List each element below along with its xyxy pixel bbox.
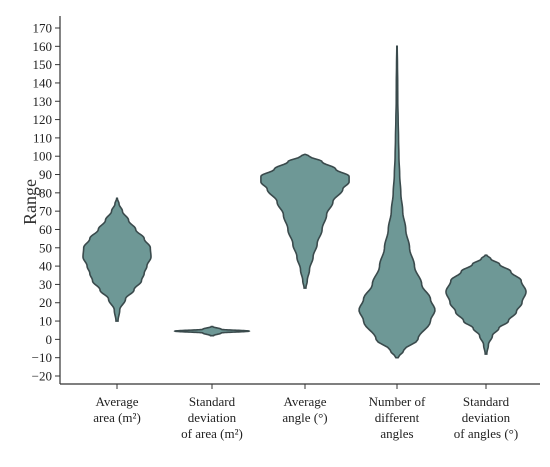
- y-axis: −20 −10 0 10 20 30 40 50 60 70 80 90 100 110 120 130 140…: [32, 16, 61, 384]
- y-tick-label: 140: [33, 75, 53, 90]
- y-tick-label: 170: [33, 21, 53, 36]
- y-tick-label: 20: [39, 295, 52, 310]
- y-tick-label: 120: [33, 112, 53, 127]
- violin-2: [173, 325, 251, 337]
- violins: [82, 45, 527, 359]
- violin-3: [260, 153, 350, 289]
- violin-1: [82, 197, 152, 322]
- y-tick-label: 60: [39, 222, 52, 237]
- y-tick-label: 110: [33, 130, 52, 145]
- y-tick-label: 100: [33, 149, 53, 164]
- x-tick-label: Number of different angles: [369, 394, 426, 441]
- y-tick-label: 40: [39, 259, 52, 274]
- y-tick-label: 90: [39, 167, 52, 182]
- y-tick-label: 0: [46, 332, 53, 347]
- x-tick-label: Standard deviation of area (m²): [181, 394, 243, 441]
- y-tick-label: 160: [33, 39, 53, 54]
- y-tick-label: −10: [32, 350, 52, 365]
- y-tick-label: 30: [39, 277, 52, 292]
- y-axis-title: Range: [20, 179, 40, 225]
- y-tick-label: 10: [39, 314, 52, 329]
- y-tick-label: 80: [39, 185, 52, 200]
- x-tick-label: Standard deviation of angles (°): [454, 394, 518, 441]
- x-tick-label: Average angle (°): [282, 394, 327, 425]
- violin-4: [358, 45, 436, 359]
- y-tick-label: 70: [39, 204, 52, 219]
- y-tick-label: −20: [32, 369, 52, 384]
- y-tick-label: 130: [33, 94, 53, 109]
- y-tick-label: 150: [33, 57, 53, 72]
- x-axis: Average area (m²) Standard deviation of area…: [60, 383, 540, 441]
- y-axis-label: Range: [20, 179, 40, 225]
- x-tick-label: Average area (m²): [93, 394, 141, 425]
- violin-5: [445, 254, 527, 355]
- y-tick-label: 50: [39, 240, 52, 255]
